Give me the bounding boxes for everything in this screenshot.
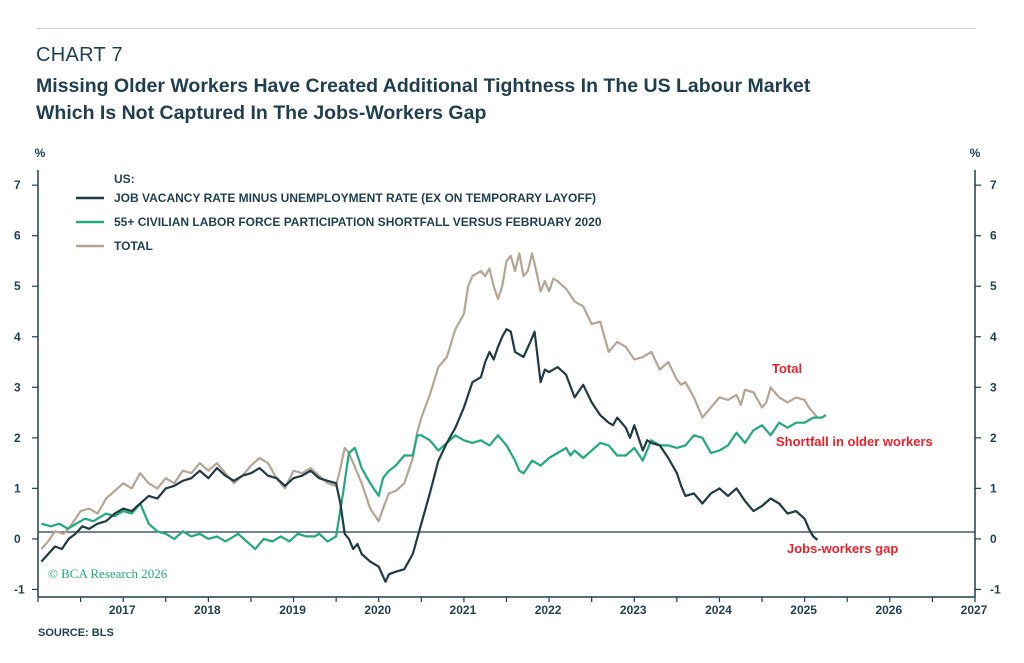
x-tick-label: 2020 bbox=[364, 603, 391, 617]
x-tick-label: 2024 bbox=[705, 603, 732, 617]
y-tick-label-right: 7 bbox=[990, 178, 997, 192]
series-line-gap bbox=[40, 328, 819, 583]
x-tick-label: 2023 bbox=[620, 603, 647, 617]
chart-title-line-2: Which Is Not Captured In The Jobs-Worker… bbox=[36, 102, 487, 124]
chart-number: CHART 7 bbox=[36, 44, 123, 66]
y-tick-label-right: 6 bbox=[990, 229, 997, 243]
x-tick-label: 2019 bbox=[279, 603, 306, 617]
y-tick-label-left: 4 bbox=[14, 330, 21, 344]
x-tick-label: 2027 bbox=[961, 603, 988, 617]
watermark: © BCA Research 2026 bbox=[48, 566, 168, 581]
x-tick-label: 2018 bbox=[194, 603, 221, 617]
y-tick-label-right: 2 bbox=[990, 431, 997, 445]
annotation-total: Total bbox=[772, 361, 802, 376]
y-tick-label-left: 6 bbox=[14, 229, 21, 243]
y-tick-label-right: 0 bbox=[990, 532, 997, 546]
legend-label-gap: JOB VACANCY RATE MINUS UNEMPLOYMENT RATE… bbox=[114, 191, 596, 205]
legend-title: US: bbox=[114, 172, 135, 186]
legend: US: JOB VACANCY RATE MINUS UNEMPLOYMENT … bbox=[76, 172, 602, 253]
annotation-shortfall: Shortfall in older workers bbox=[776, 434, 933, 449]
y-tick-label-left: 7 bbox=[14, 178, 21, 192]
chart-title-line-1: Missing Older Workers Have Created Addit… bbox=[36, 75, 811, 97]
series-line-total bbox=[40, 252, 819, 550]
y-tick-label-left: 0 bbox=[14, 532, 21, 546]
legend-label-shortfall: 55+ CIVILIAN LABOR FORCE PARTICIPATION S… bbox=[114, 215, 602, 229]
y-tick-label-left: 3 bbox=[14, 380, 21, 394]
y-tick-label-right: 5 bbox=[990, 279, 997, 293]
y-tick-label-right: 3 bbox=[990, 380, 997, 394]
left-axis-unit: % bbox=[35, 146, 46, 160]
x-tick-label: 2022 bbox=[535, 603, 562, 617]
y-tick-label-left: -1 bbox=[14, 582, 25, 596]
x-tick-label: 2026 bbox=[875, 603, 902, 617]
top-divider bbox=[36, 28, 976, 29]
y-tick-label-right: -1 bbox=[990, 582, 1001, 596]
y-tick-label-right: 4 bbox=[990, 330, 997, 344]
y-tick-label-right: 1 bbox=[990, 481, 997, 495]
annotation-gap: Jobs-workers gap bbox=[787, 541, 898, 556]
y-tick-label-left: 2 bbox=[14, 431, 21, 445]
y-tick-label-left: 5 bbox=[14, 279, 21, 293]
series-line-shortfall bbox=[41, 414, 827, 551]
right-axis-unit: % bbox=[970, 146, 981, 160]
legend-label-total: TOTAL bbox=[114, 239, 153, 253]
x-tick-label: 2017 bbox=[109, 603, 136, 617]
x-tick-label: 2021 bbox=[450, 603, 477, 617]
source-note: SOURCE: BLS bbox=[38, 627, 114, 639]
y-tick-label-left: 1 bbox=[14, 481, 21, 495]
x-tick-label: 2025 bbox=[790, 603, 817, 617]
